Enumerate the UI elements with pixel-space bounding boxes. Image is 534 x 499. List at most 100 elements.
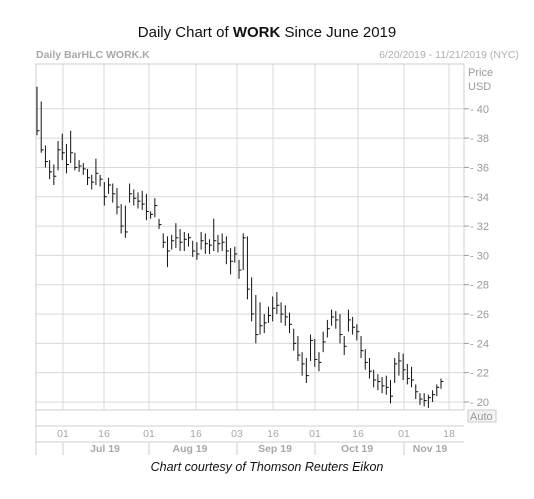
x-tick-label: 16 (98, 428, 110, 440)
price-bar (112, 183, 116, 203)
price-bar (150, 211, 154, 219)
price-bar (87, 168, 90, 186)
price-bar (364, 349, 368, 370)
x-tick-label: 01 (57, 428, 69, 440)
price-bar (154, 198, 158, 218)
price-bar (356, 324, 360, 341)
price-bar (419, 393, 423, 405)
x-tick-label: 01 (309, 428, 321, 440)
price-bar (217, 234, 221, 253)
title-suffix: Since June 2019 (280, 24, 397, 41)
price-bar (99, 174, 103, 187)
price-bar (183, 231, 187, 252)
price-bar (293, 328, 297, 351)
price-bar (49, 160, 53, 180)
price-bar (276, 292, 280, 315)
price-bar (347, 309, 351, 332)
price-bar (297, 336, 301, 361)
price-bar (36, 86, 40, 136)
y-tick-label: - 24 (470, 338, 489, 350)
price-bar (322, 331, 326, 353)
auto-scale-label: Auto (470, 411, 493, 423)
y-axis: - 20 - 22 - 24 - 26 - 28 - 30 - 32 - 34 - 36 - 38… (464, 104, 489, 409)
y-tick-label: - 22 (470, 368, 489, 380)
price-bar (335, 311, 339, 329)
price-bar (238, 259, 242, 279)
price-bar (188, 233, 191, 247)
x-tick-label: 01 (398, 428, 410, 440)
y-tick-label: - 20 (470, 397, 489, 409)
price-bar (61, 133, 65, 161)
price-bar (314, 338, 318, 367)
month-label: Oct 19 (341, 443, 373, 455)
price-bar (427, 394, 431, 408)
price-bar (196, 242, 200, 260)
price-bar (284, 305, 288, 326)
price-bar (326, 319, 330, 338)
price-bar (339, 314, 343, 344)
price-bar (213, 218, 217, 252)
y-tick-label: - 34 (470, 192, 489, 204)
price-bar (124, 205, 128, 238)
price-bar (368, 358, 372, 379)
auto-scale-button[interactable] (467, 409, 497, 423)
price-bar (162, 233, 166, 249)
price-bar (381, 377, 385, 394)
price-bar (175, 223, 179, 249)
price-bar (74, 152, 78, 171)
price-bar (129, 183, 133, 203)
y-tick-label: - 32 (470, 221, 489, 233)
plot-frame (35, 63, 465, 455)
price-bar (120, 204, 124, 234)
price-bar (255, 294, 259, 344)
price-bars (36, 86, 444, 408)
price-bar (242, 233, 246, 271)
price-bar (423, 393, 427, 407)
title-ticker: WORK (232, 24, 281, 41)
price-bar (402, 353, 406, 381)
price-bar (192, 240, 196, 257)
price-bar (246, 236, 250, 300)
month-label: Jul 19 (90, 443, 120, 455)
price-bar (263, 314, 267, 334)
price-bar (53, 164, 57, 186)
price-bar (394, 358, 398, 383)
month-label: Aug 19 (172, 443, 207, 455)
x-axis: 01 16 01 16 03 16 01 16 01 18 Jul 19 Aug 19 Sep 19 Oc… (57, 428, 455, 455)
price-bar (108, 177, 112, 194)
x-tick-label: 03 (231, 428, 243, 440)
x-tick-label: 16 (352, 428, 364, 440)
price-bar (91, 174, 95, 190)
y-tick-label: - 28 (470, 280, 489, 292)
chart-header-right: 6/20/2019 - 11/21/2019 (NYC) (379, 49, 519, 61)
price-bar (116, 187, 120, 215)
month-label: Sep 19 (258, 443, 292, 455)
price-bar (133, 189, 137, 206)
price-bar (82, 163, 86, 175)
y-axis-currency-label: USD (468, 81, 491, 93)
price-bar (78, 160, 82, 172)
x-tick-label: 16 (267, 428, 279, 440)
plot-border (35, 63, 465, 411)
price-bar (171, 234, 175, 250)
price-bar (301, 352, 305, 376)
price-bar (40, 101, 44, 153)
chart-title: Daily Chart of WORK Since June 2019 (0, 24, 534, 41)
price-bar (44, 145, 48, 168)
title-prefix: Daily Chart of (137, 24, 233, 41)
price-bar (432, 390, 436, 402)
price-bar (145, 193, 149, 221)
x-tick-label: 16 (190, 428, 202, 440)
price-bar (440, 378, 444, 389)
price-bar (259, 302, 263, 335)
price-bar (141, 190, 145, 210)
x-tick-label: 18 (443, 428, 455, 440)
price-bar (95, 158, 99, 186)
y-axis-price-label: Price (468, 67, 493, 79)
price-bar (436, 384, 440, 397)
y-tick-label: - 26 (470, 309, 489, 321)
price-bar (204, 233, 208, 254)
price-bar (251, 277, 255, 322)
price-bar (289, 312, 292, 334)
y-tick-label: - 40 (470, 104, 489, 116)
